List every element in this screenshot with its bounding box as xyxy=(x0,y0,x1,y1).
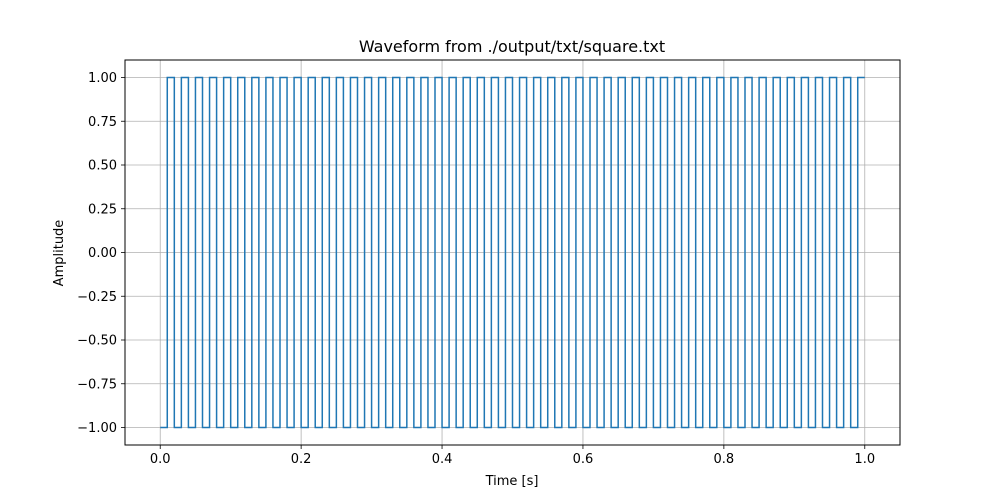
x-tick-label: 0.8 xyxy=(714,452,735,467)
y-axis-label: Amplitude xyxy=(52,220,67,287)
x-tick-label: 0.4 xyxy=(432,452,453,467)
chart-title: Waveform from ./output/txt/square.txt xyxy=(359,37,665,56)
y-tick-label: −0.75 xyxy=(77,377,117,392)
x-axis-label: Time [s] xyxy=(485,474,539,489)
y-tick-label: −0.25 xyxy=(77,290,117,305)
y-tick-label: 0.25 xyxy=(88,202,117,217)
y-tick-label: 1.00 xyxy=(88,71,117,86)
y-tick-label: −1.00 xyxy=(77,421,117,436)
y-tick-label: 0.75 xyxy=(88,115,117,130)
y-tick-label: 0.00 xyxy=(88,246,117,261)
y-tick-label: 0.50 xyxy=(88,159,117,174)
y-tick-label: −0.50 xyxy=(77,334,117,349)
series-line xyxy=(160,76,865,429)
y-axis: −1.00 −0.75 −0.50 −0.25 0.00 0.25 0.50 0.75 1.00 xyxy=(77,71,125,436)
x-tick-label: 0.0 xyxy=(150,452,171,467)
x-tick-label: 0.2 xyxy=(291,452,312,467)
series-layer xyxy=(160,76,865,429)
x-tick-label: 0.6 xyxy=(573,452,594,467)
x-tick-label: 1.0 xyxy=(854,452,875,467)
x-axis: 0.0 0.2 0.4 0.6 0.8 1.0 xyxy=(150,445,875,467)
